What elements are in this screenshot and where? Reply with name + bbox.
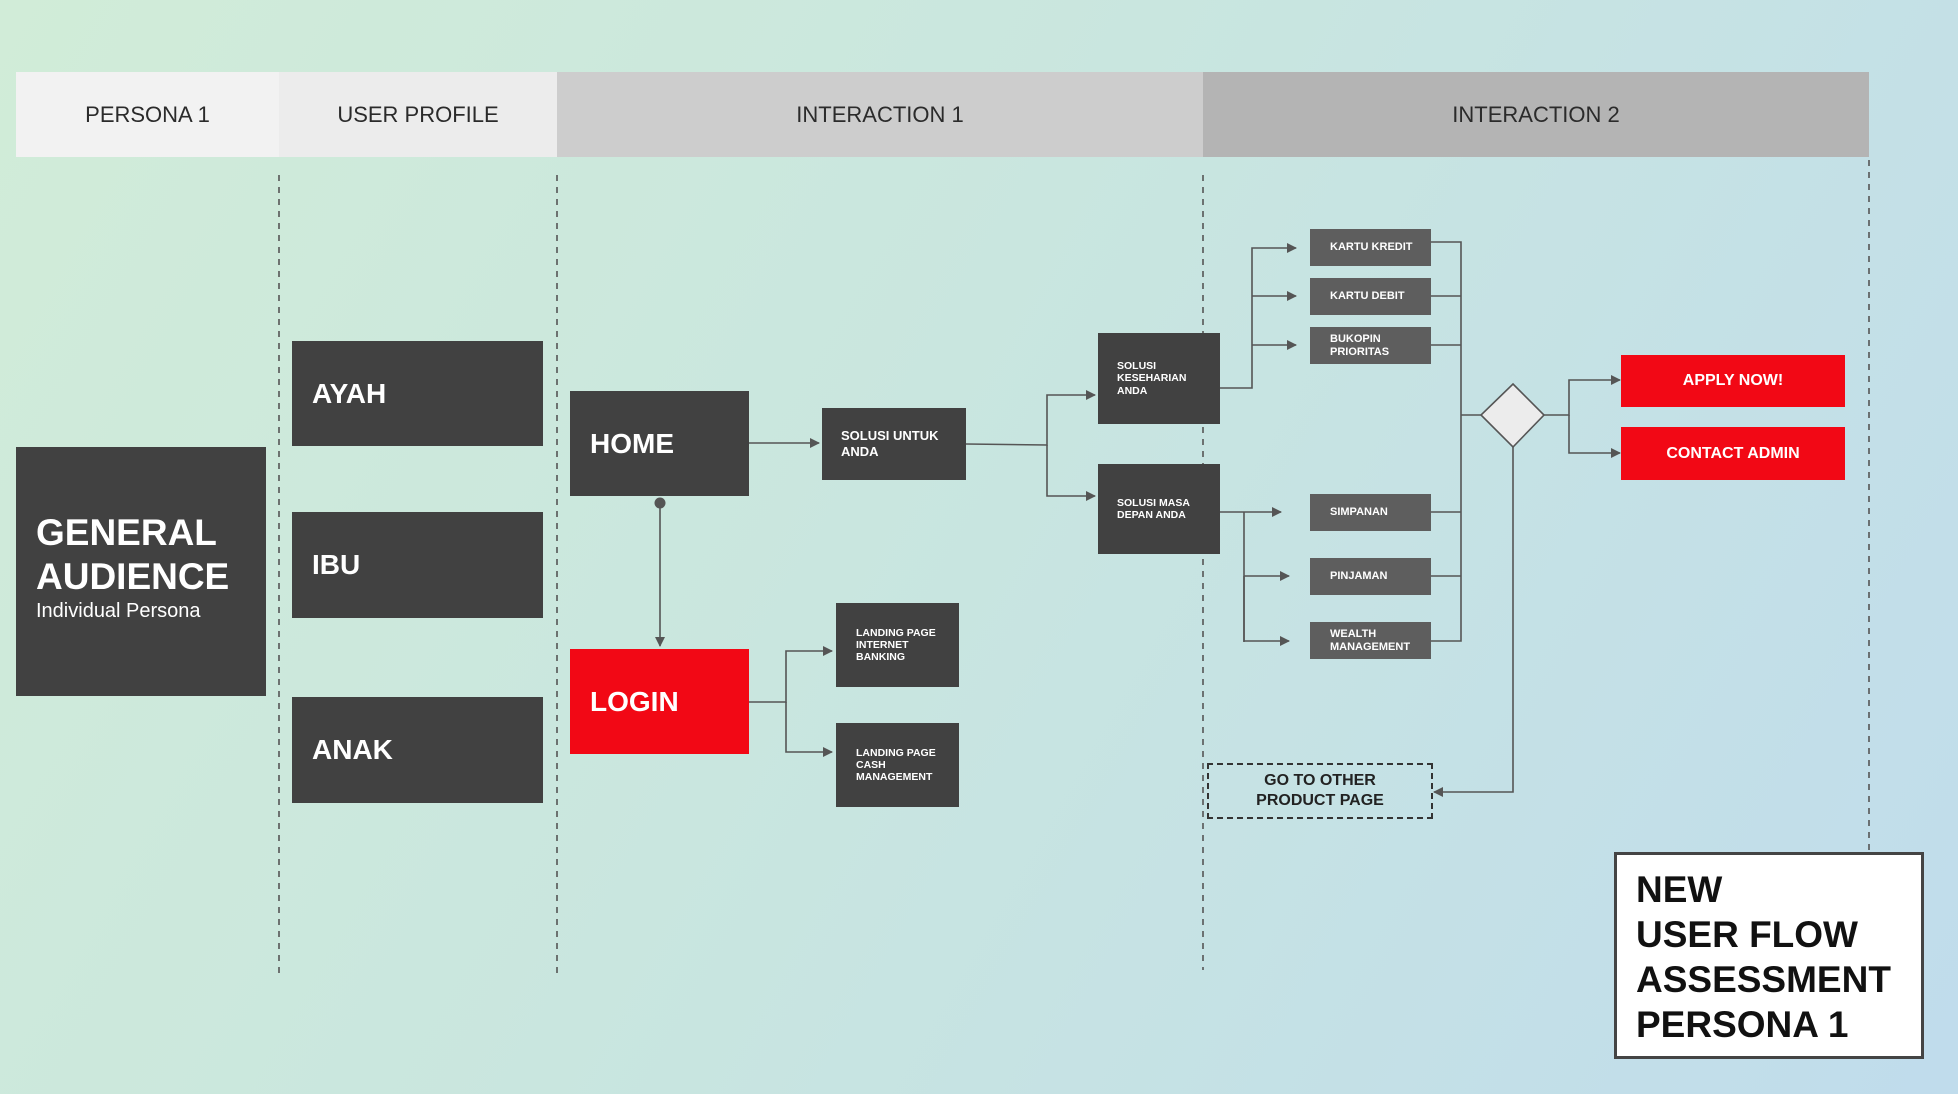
- audience-title-line2: AUDIENCE: [36, 556, 230, 597]
- bukopin-line1: BUKOPIN: [1330, 332, 1381, 345]
- landing-ib-line2: INTERNET: [856, 638, 909, 651]
- other-product-line1: GO TO OTHER: [1264, 772, 1376, 789]
- profile-ibu[interactable]: IBU: [292, 512, 543, 618]
- audience-subtitle: Individual Persona: [36, 600, 201, 622]
- wealth-line2: MANAGEMENT: [1330, 640, 1411, 653]
- masa-depan-line2: DEPAN ANDA: [1117, 509, 1186, 521]
- home-node[interactable]: HOME: [570, 391, 749, 496]
- keseharian-line2: KESEHARIAN: [1117, 372, 1187, 385]
- solusi-untuk-anda-node[interactable]: SOLUSI UNTUK ANDA: [822, 408, 966, 480]
- solusi-untuk-line2: ANDA: [841, 444, 879, 459]
- header-user-profile: USER PROFILE: [279, 72, 557, 157]
- other-product-line2: PRODUCT PAGE: [1256, 792, 1384, 809]
- audience-title-line1: GENERAL: [36, 512, 217, 553]
- product-kartu-debit[interactable]: KARTU DEBIT: [1310, 278, 1431, 315]
- product-simpanan[interactable]: SIMPANAN: [1310, 494, 1431, 531]
- title-line3: ASSESSMENT: [1636, 959, 1891, 1000]
- bukopin-line2: PRIORITAS: [1330, 345, 1390, 358]
- solusi-untuk-line1: SOLUSI UNTUK: [841, 428, 939, 444]
- product-pinjaman[interactable]: PINJAMAN: [1310, 558, 1431, 595]
- landing-cm-line2: CASH: [856, 758, 886, 771]
- lane-dividers: [278, 160, 1870, 975]
- profile-ayah[interactable]: AYAH: [292, 341, 543, 446]
- landing-cm-line3: MANAGEMENT: [856, 771, 933, 784]
- apply-now-button[interactable]: APPLY NOW!: [1621, 355, 1845, 407]
- profile-anak[interactable]: ANAK: [292, 697, 543, 803]
- header-interaction-2: INTERACTION 2: [1203, 72, 1869, 157]
- landing-cm-line1: LANDING PAGE: [856, 746, 936, 759]
- landing-page-internet-banking[interactable]: LANDING PAGE INTERNET BANKING: [836, 603, 959, 687]
- title-line4: PERSONA 1: [1636, 1004, 1849, 1045]
- contact-admin-button[interactable]: CONTACT ADMIN: [1621, 427, 1845, 480]
- branch-dot: [654, 497, 666, 509]
- title-line2: USER FLOW: [1636, 914, 1858, 955]
- general-audience-card: GENERAL AUDIENCE Individual Persona: [16, 447, 266, 696]
- decision-diamond: [1479, 382, 1546, 449]
- header-interaction-1: INTERACTION 1: [557, 72, 1203, 157]
- title-line1: NEW: [1636, 869, 1723, 910]
- wealth-line1: WEALTH: [1330, 627, 1377, 640]
- title-card: NEW USER FLOW ASSESSMENT PERSONA 1: [1614, 852, 1924, 1059]
- masa-depan-line1: SOLUSI MASA: [1117, 496, 1190, 509]
- keseharian-line1: SOLUSI: [1117, 360, 1157, 373]
- product-bukopin-prioritas[interactable]: BUKOPIN PRIORITAS: [1310, 327, 1431, 364]
- landing-ib-line3: BANKING: [856, 651, 905, 664]
- solusi-keseharian-anda-node[interactable]: SOLUSI KESEHARIAN ANDA: [1098, 333, 1220, 424]
- go-to-other-product-page[interactable]: GO TO OTHER PRODUCT PAGE: [1207, 763, 1433, 819]
- product-wealth-management[interactable]: WEALTH MANAGEMENT: [1310, 622, 1431, 659]
- product-kartu-kredit[interactable]: KARTU KREDIT: [1310, 229, 1431, 266]
- solusi-masa-depan-anda-node[interactable]: SOLUSI MASA DEPAN ANDA: [1098, 464, 1220, 554]
- landing-ib-line1: LANDING PAGE: [856, 626, 936, 639]
- header-persona: PERSONA 1: [16, 72, 279, 157]
- keseharian-line3: ANDA: [1117, 384, 1148, 397]
- login-node[interactable]: LOGIN: [570, 649, 749, 754]
- landing-page-cash-management[interactable]: LANDING PAGE CASH MANAGEMENT: [836, 723, 959, 807]
